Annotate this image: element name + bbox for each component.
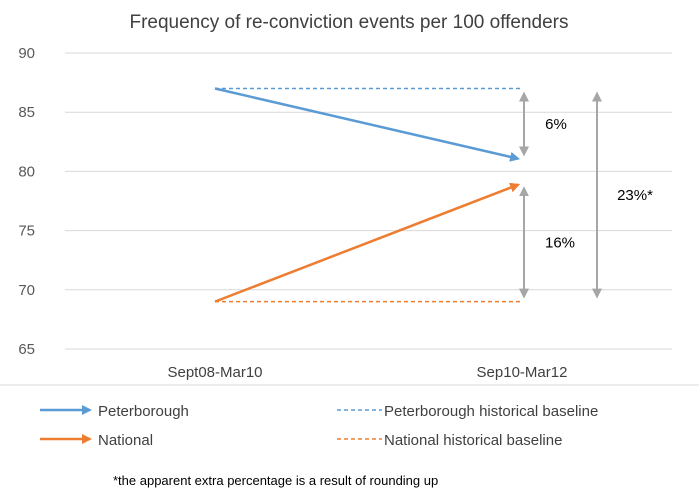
difference-label: 6% [545, 116, 567, 133]
series-group [214, 87, 522, 303]
y-axis-ticks: 65 70 75 80 85 90 [18, 45, 35, 358]
difference-label: 16% [545, 234, 575, 251]
footnote: *the apparent extra percentage is a resu… [113, 473, 438, 488]
y-tick-label: 85 [18, 104, 35, 121]
y-tick-label: 90 [18, 45, 35, 62]
x-tick-label: Sept08-Mar10 [167, 364, 262, 381]
legend-label-national: National [98, 432, 153, 449]
series-line-peterborough [214, 87, 521, 162]
legend-label-peterborough-baseline: Peterborough historical baseline [384, 403, 598, 420]
legend-label-national-baseline: National historical baseline [384, 432, 562, 449]
y-tick-label: 70 [18, 282, 35, 299]
y-tick-label: 65 [18, 341, 35, 358]
y-tick-label: 75 [18, 223, 35, 240]
annotations-group: 6% 16% 23%* [519, 91, 653, 299]
grid [65, 52, 672, 350]
y-tick-label: 80 [18, 163, 35, 180]
x-tick-label: Sep10-Mar12 [477, 364, 568, 381]
difference-label: 23%* [617, 187, 653, 204]
chart-title: Frequency of re-conviction events per 10… [129, 12, 568, 33]
legend-label-peterborough: Peterborough [98, 403, 189, 420]
series-line-national [214, 182, 521, 303]
legend: Peterborough National Peterborough histo… [40, 403, 598, 449]
